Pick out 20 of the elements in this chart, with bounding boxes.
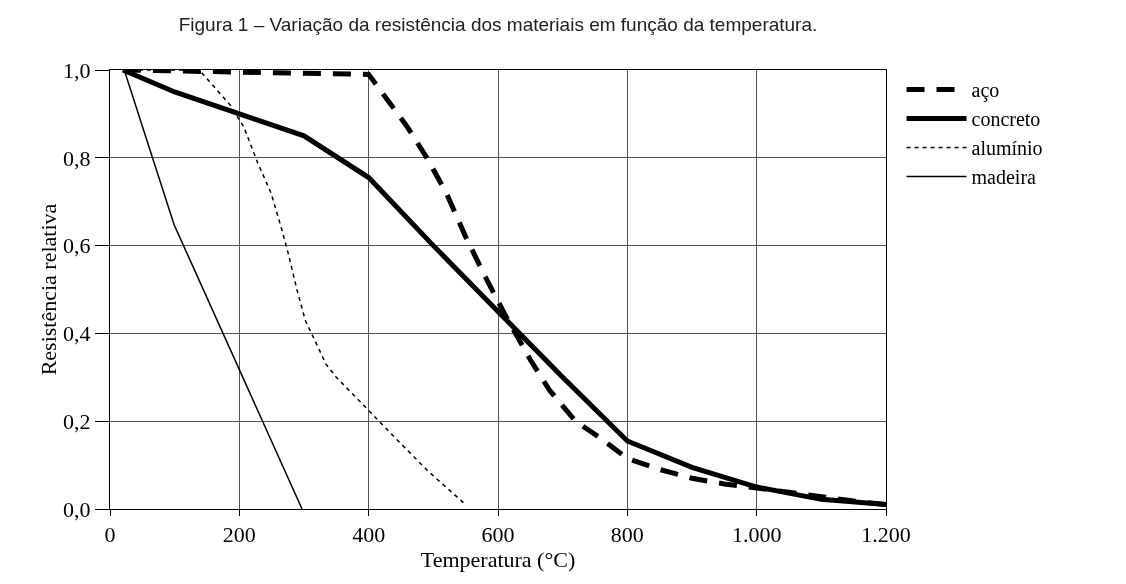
x-tick-label: 0 xyxy=(104,522,116,548)
x-tick-label: 800 xyxy=(610,522,644,548)
x-tick-label: 1.200 xyxy=(861,522,911,548)
x-tick-label: 400 xyxy=(352,522,386,548)
legend-label: alumínio xyxy=(971,137,1043,160)
y-tick-label: 0,2 xyxy=(63,408,91,434)
legend-label: concreto xyxy=(971,108,1041,131)
y-axis-title: Resistência relativa xyxy=(36,203,61,376)
y-tick-label: 0,4 xyxy=(63,321,91,347)
y-tick-label: 0,8 xyxy=(63,145,91,171)
legend-label: aço xyxy=(971,79,1000,103)
y-tick-label: 0,0 xyxy=(63,496,91,522)
x-tick-label: 600 xyxy=(481,522,515,548)
chart-title: Figura 1 – Variação da resistência dos materiais em função da temperatura. xyxy=(178,13,818,35)
x-tick-label: 200 xyxy=(222,522,256,548)
x-axis-title: Temperatura (°C) xyxy=(420,547,576,573)
x-tick-label: 1.000 xyxy=(731,522,782,548)
y-tick-label: 0,6 xyxy=(63,233,91,259)
y-tick-label: 1,0 xyxy=(63,57,91,83)
legend-label: madeira xyxy=(971,166,1037,189)
